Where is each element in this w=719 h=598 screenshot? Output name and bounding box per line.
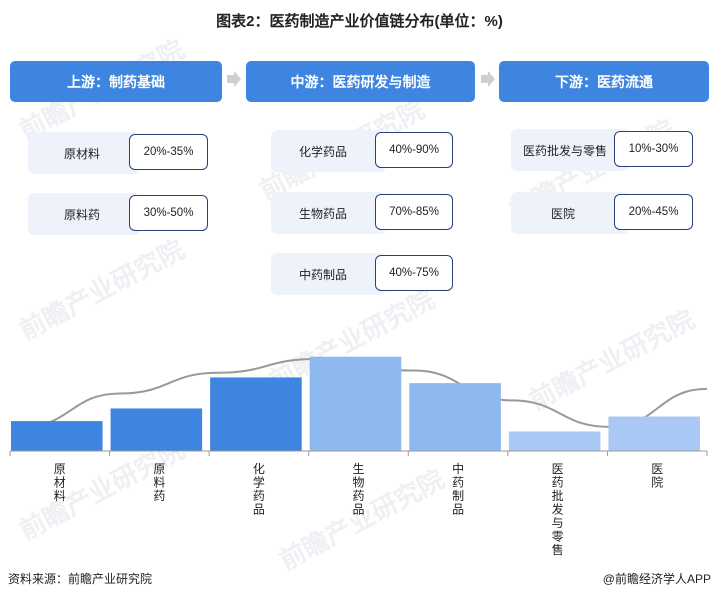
item-label-box: 医药批发与零售 <box>511 129 629 171</box>
stage-upstream-header: 上游：制药基础 <box>10 61 222 102</box>
item-label-box: 中药制品 <box>271 253 386 295</box>
item-value: 40%-90% <box>375 132 453 168</box>
x-tick-label: 中药制品 <box>452 461 464 517</box>
item-name: 原材料 <box>64 146 101 161</box>
item-name: 医院 <box>551 206 576 221</box>
x-tick-label: 生物药品 <box>352 462 364 517</box>
x-tick-label: 医药批发与零售 <box>552 462 564 557</box>
item-value: 20%-45% <box>614 194 693 230</box>
item-name: 原料药 <box>64 207 101 222</box>
item-value: 70%-85% <box>375 194 453 230</box>
source-note: 资料来源：前瞻产业研究院 <box>8 572 153 586</box>
item-value: 30%-50% <box>129 195 208 231</box>
bar-4 <box>309 356 402 451</box>
item-value: 40%-75% <box>375 255 453 291</box>
bar-5 <box>409 383 501 451</box>
bar-1 <box>11 421 103 451</box>
stage-midstream-header: 中游：医药研发与制造 <box>246 61 475 102</box>
page-title: 图表2：医药制造产业价值链分布(单位：%) <box>216 13 503 30</box>
item-value: 10%-30% <box>614 131 693 167</box>
x-tick-label: 原料药 <box>153 462 165 503</box>
x-tick-label: 化学药品 <box>253 462 265 517</box>
item-name: 医药批发与零售 <box>523 143 608 158</box>
item-label-box: 医院 <box>511 192 629 234</box>
bar-3 <box>210 377 302 451</box>
brand-note: @前瞻经济学人APP <box>602 572 711 586</box>
x-tick-label: 原材料 <box>54 462 66 503</box>
item-label-box: 原材料 <box>28 132 140 174</box>
item-name: 化学药品 <box>299 144 348 159</box>
item-name: 中药制品 <box>299 267 348 282</box>
value-distribution-chart: 原材料 原料药 化学药品 生物药品 中药制品 医药批发与零售 医院 <box>9 356 708 557</box>
x-tick-label: 医院 <box>651 462 663 490</box>
item-label-box: 原料药 <box>28 193 140 235</box>
item-label-box: 化学药品 <box>271 130 386 172</box>
bar-7 <box>608 416 700 451</box>
stage-downstream-header: 下游：医药流通 <box>499 61 709 102</box>
item-name: 生物药品 <box>299 206 348 221</box>
bar-2 <box>110 408 203 451</box>
item-label-box: 生物药品 <box>271 192 386 234</box>
item-value: 20%-35% <box>129 134 208 170</box>
bar-6 <box>508 431 601 451</box>
